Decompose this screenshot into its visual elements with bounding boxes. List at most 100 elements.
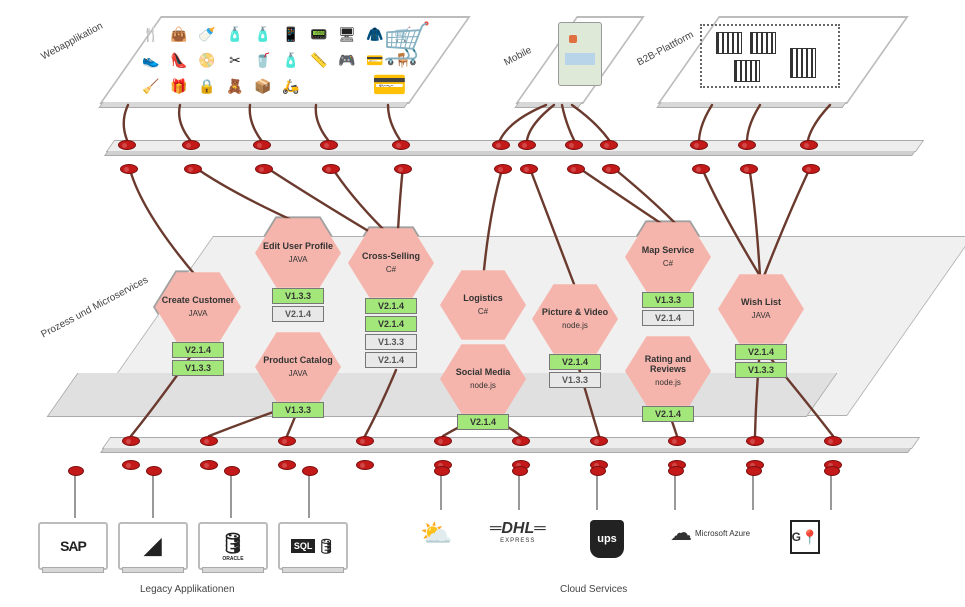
version-tag: V2.1.4	[272, 306, 324, 322]
bus-bottom	[102, 437, 920, 449]
product-icon: 🖥	[334, 22, 360, 46]
bus-plug	[668, 436, 686, 446]
service-logistics: LogisticsC#	[440, 268, 526, 342]
legacy-box: SQL🛢	[278, 522, 348, 570]
bus-plug	[434, 436, 452, 446]
bus-plug	[278, 460, 296, 470]
bus-plug	[740, 164, 758, 174]
product-icon: 🧴	[250, 22, 276, 46]
cloud-dhl: ═DHL═EXPRESS	[490, 520, 546, 544]
service-picture-video: Picture & Videonode.js	[532, 282, 618, 356]
bus-plug	[255, 164, 273, 174]
version-tag: V1.3.3	[365, 334, 417, 350]
legacy-box: SAP	[38, 522, 108, 570]
service-create-customer: Create CustomerJAVA	[155, 270, 241, 344]
product-icon: 👜	[166, 22, 192, 46]
bus-plug	[356, 460, 374, 470]
bus-plug	[120, 164, 138, 174]
bus-plug	[802, 164, 820, 174]
bus-plug	[602, 164, 620, 174]
bus-plug	[590, 436, 608, 446]
bus-plug	[518, 140, 536, 150]
service-map-service: Map ServiceC#	[625, 220, 711, 294]
bus-plug	[184, 164, 202, 174]
product-icon: 📱	[278, 22, 304, 46]
service-edit-user: Edit User ProfileJAVA	[255, 216, 341, 290]
product-icon: 🥤	[250, 48, 276, 72]
service-social-media: Social Medianode.js	[440, 342, 526, 416]
product-icon: 🔒	[194, 74, 220, 98]
bus-plug	[746, 436, 764, 446]
pin	[596, 472, 598, 510]
product-icon: 🎁	[166, 74, 192, 98]
product-icon: 📏	[306, 48, 332, 72]
product-icon: 🎮	[334, 48, 360, 72]
version-tag: V2.1.4	[735, 344, 787, 360]
product-icon: 🧹	[138, 74, 164, 98]
version-tag: V1.3.3	[272, 288, 324, 304]
product-icon: 🍴	[138, 22, 164, 46]
product-icon: 👟	[138, 48, 164, 72]
pin	[674, 472, 676, 510]
pin	[152, 472, 154, 518]
pin	[74, 472, 76, 518]
bus-plug	[122, 436, 140, 446]
version-tag: V2.1.4	[365, 352, 417, 368]
bus-plug	[600, 140, 618, 150]
bus-plug	[738, 140, 756, 150]
pin	[518, 472, 520, 510]
legacy-box: ◢	[118, 522, 188, 570]
product-icon: 📀	[194, 48, 220, 72]
pin	[440, 472, 442, 510]
b2b-panel	[657, 16, 909, 104]
product-icon: 🧴	[222, 22, 248, 46]
bus-plug	[492, 140, 510, 150]
bus-plug	[322, 164, 340, 174]
product-icon: 📦	[250, 74, 276, 98]
pin	[230, 472, 232, 518]
bus-plug	[690, 140, 708, 150]
bus-plug	[692, 164, 710, 174]
bus-plug	[278, 436, 296, 446]
bus-plug	[394, 164, 412, 174]
pin	[830, 472, 832, 510]
version-tag: V2.1.4	[642, 406, 694, 422]
bus-plug	[392, 140, 410, 150]
product-icon: 🍼	[194, 22, 220, 46]
bus-plug	[200, 436, 218, 446]
bus-plug	[253, 140, 271, 150]
cloud-gmaps: G📍	[790, 520, 820, 554]
version-tag: V2.1.4	[365, 316, 417, 332]
bus-plug	[118, 140, 136, 150]
legacy-box: 🛢ORACLE	[198, 522, 268, 570]
service-wish-list: Wish ListJAVA	[718, 272, 804, 346]
label-middle: Prozess und Microservices	[39, 275, 150, 341]
mobile-panel	[515, 16, 645, 104]
version-tag: V1.3.3	[549, 372, 601, 388]
version-tag: V2.1.4	[549, 354, 601, 370]
product-icon: ✂	[222, 48, 248, 72]
product-icon: 🧴	[278, 48, 304, 72]
bus-plug	[512, 436, 530, 446]
bus-plug	[567, 164, 585, 174]
version-tag: V1.3.3	[642, 292, 694, 308]
version-tag: V1.3.3	[272, 402, 324, 418]
service-product-catalog: Product CatalogJAVA	[255, 330, 341, 404]
cloud-weather: ⛅	[420, 520, 452, 546]
bus-plug	[494, 164, 512, 174]
cloud-label: Cloud Services	[560, 584, 627, 595]
product-icon: 📟	[306, 22, 332, 46]
cloud-azure: ☁Microsoft Azure	[670, 520, 750, 546]
service-rating-reviews: Rating and Reviewsnode.js	[625, 334, 711, 408]
service-cross-selling: Cross-SellingC#	[348, 226, 434, 300]
bus-plug	[122, 460, 140, 470]
version-tag: V2.1.4	[457, 414, 509, 430]
legacy-label: Legacy Applikationen	[140, 584, 235, 595]
bus-plug	[320, 140, 338, 150]
pin	[752, 472, 754, 510]
version-tag: V1.3.3	[735, 362, 787, 378]
bus-plug	[200, 460, 218, 470]
version-tag: V1.3.3	[172, 360, 224, 376]
cloud-ups: ups	[590, 520, 624, 558]
product-icon: 👠	[166, 48, 192, 72]
